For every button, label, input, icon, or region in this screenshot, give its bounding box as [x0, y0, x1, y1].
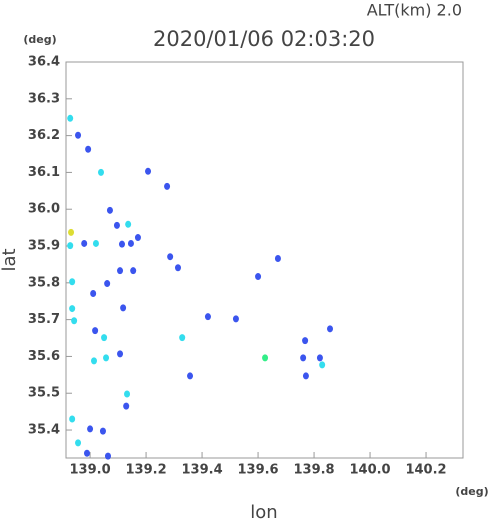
echo-cell	[118, 240, 125, 248]
echo-cell	[327, 325, 334, 333]
echo-cell	[69, 278, 76, 286]
y-tick-label: 35.5	[28, 386, 60, 401]
echo-cell	[232, 315, 239, 323]
echo-cell	[204, 313, 211, 321]
echo-cell	[316, 354, 323, 362]
echo-cell	[71, 317, 78, 325]
x-tick-label: 139.2	[126, 463, 167, 478]
echo-cell	[87, 425, 94, 433]
x-tick-label: 139.6	[237, 463, 278, 478]
echo-cell	[67, 114, 74, 122]
echo-cell	[90, 289, 97, 297]
echo-cell	[83, 449, 90, 457]
y-tick-label: 35.6	[28, 349, 60, 364]
y-tick-label: 36.2	[28, 128, 60, 143]
echo-cell	[302, 337, 309, 345]
y-tick-label: 36.3	[28, 91, 60, 106]
x-tick-label: 139.8	[293, 463, 334, 478]
y-tick-label: 36.0	[28, 202, 60, 217]
echo-cell	[130, 267, 137, 275]
echo-cell	[75, 131, 82, 139]
y-tick-label: 35.7	[28, 312, 60, 327]
echo-cell	[69, 415, 76, 423]
y-axis-label: lat	[0, 248, 20, 271]
echo-cell	[134, 234, 141, 242]
echo-cell	[106, 206, 113, 214]
echo-cell	[300, 354, 307, 362]
y-tick-label: 35.9	[28, 239, 60, 254]
x-axis-label: lon	[250, 502, 277, 521]
echo-cell	[117, 267, 124, 275]
plot-frame	[65, 61, 464, 459]
echo-cell	[179, 334, 186, 342]
x-unit: (deg)	[455, 485, 488, 498]
echo-cell	[319, 361, 326, 369]
echo-cell	[68, 228, 75, 236]
x-tick-label: 139.4	[182, 463, 223, 478]
echo-cell	[97, 168, 104, 176]
echo-cell	[187, 372, 194, 380]
echo-cell	[69, 305, 76, 313]
echo-cell	[104, 280, 111, 288]
echo-cell	[92, 327, 99, 335]
x-tick-label: 139.0	[70, 463, 111, 478]
echo-cell	[92, 239, 99, 247]
echo-cell	[101, 334, 108, 342]
echo-cell	[127, 239, 134, 247]
echo-cell	[255, 273, 262, 281]
echo-cell	[67, 242, 74, 250]
echo-cell	[81, 239, 88, 247]
y-tick-label: 36.1	[28, 165, 60, 180]
echo-cell	[124, 390, 131, 398]
echo-cell	[125, 220, 132, 228]
echo-cell	[174, 264, 181, 272]
chart-title: 2020/01/06 02:03:20	[153, 27, 375, 51]
y-tick-label: 35.4	[28, 423, 60, 438]
echo-cell	[145, 167, 152, 175]
echo-cell	[117, 350, 124, 358]
echo-cell	[99, 427, 106, 435]
y-unit: (deg)	[23, 33, 56, 46]
x-tick-label: 140.2	[405, 463, 446, 478]
y-tick-label: 35.8	[28, 275, 60, 290]
echo-cell	[120, 304, 127, 312]
echo-cell	[123, 402, 130, 410]
y-tick-label: 36.4	[28, 55, 60, 70]
echo-cell	[104, 452, 111, 460]
echo-cell	[164, 182, 171, 190]
echo-cell	[262, 354, 269, 362]
echo-cell	[85, 145, 92, 153]
echo-cell	[103, 354, 110, 362]
echo-cell	[302, 372, 309, 380]
echo-cell	[90, 357, 97, 365]
echo-cell	[167, 253, 174, 261]
echo-cell	[113, 221, 120, 229]
x-tick-label: 140.0	[349, 463, 390, 478]
echo-cell	[75, 439, 82, 447]
altitude-label: ALT(km) 2.0	[367, 1, 462, 20]
echo-cell	[274, 255, 281, 263]
